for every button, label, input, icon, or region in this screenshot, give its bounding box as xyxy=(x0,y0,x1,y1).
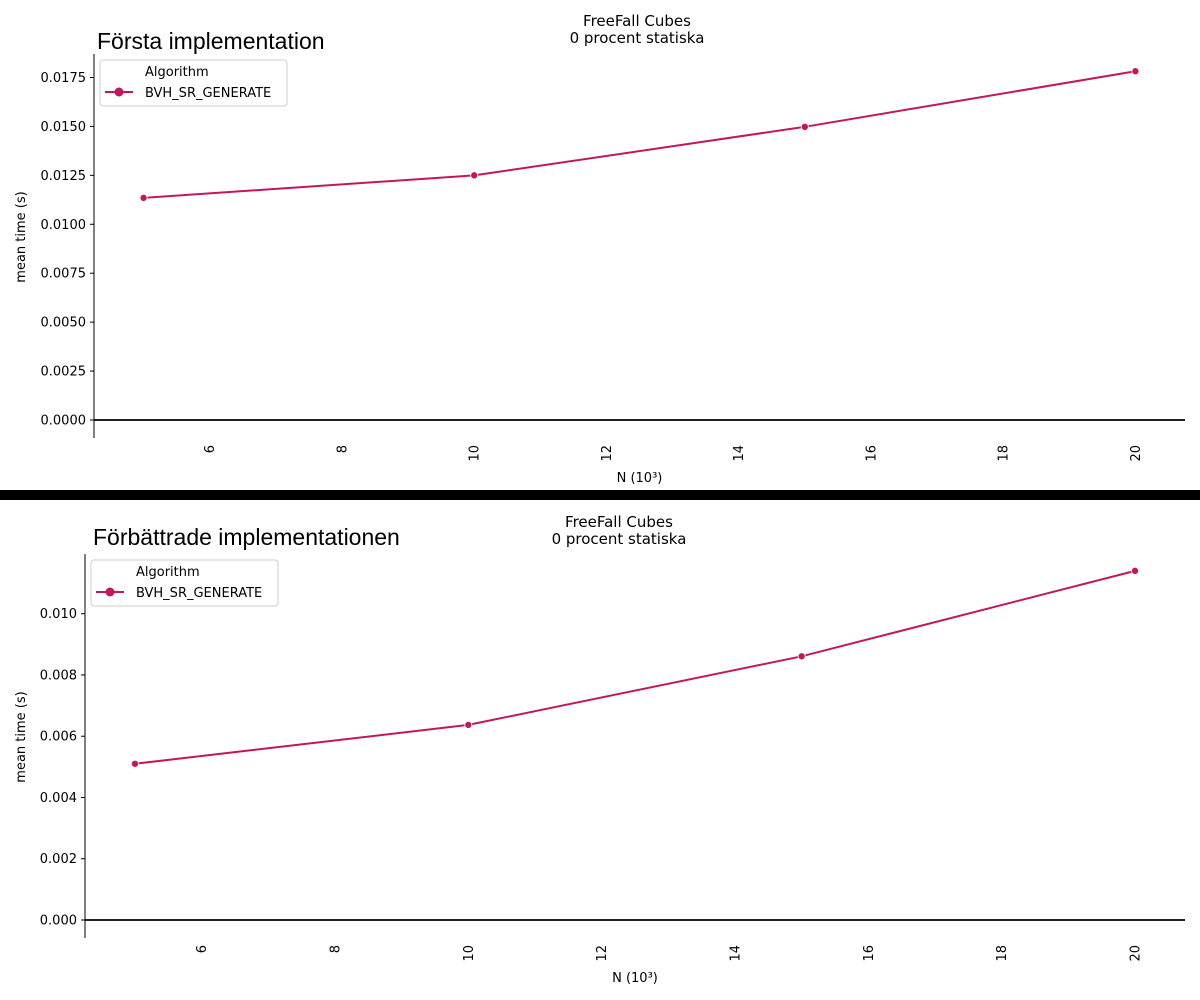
x-tick-label: 20 xyxy=(1129,945,1144,962)
x-tick-label: 16 xyxy=(862,945,877,962)
x-tick-label: 18 xyxy=(995,945,1010,962)
x-axis-label: N (10³) xyxy=(612,971,658,986)
legend-title: Algorithm xyxy=(136,565,200,580)
x-tick-label: 14 xyxy=(729,945,744,962)
chart-subtitle: 0 procent statiska xyxy=(570,29,705,47)
x-tick-label: 6 xyxy=(195,945,210,953)
data-point xyxy=(464,720,473,729)
legend-marker xyxy=(105,587,115,597)
x-axis-label: N (10³) xyxy=(617,471,663,486)
x-tick-label: 18 xyxy=(997,445,1012,462)
data-point xyxy=(1131,67,1140,76)
x-tick-label: 14 xyxy=(732,445,747,462)
chart-title: FreeFall Cubes xyxy=(565,513,673,531)
y-tick-label: 0.002 xyxy=(40,852,77,867)
legend-box xyxy=(99,59,288,107)
data-point xyxy=(130,759,139,768)
x-tick-label: 10 xyxy=(462,945,477,962)
panel-caption: Förbättrade implementationen xyxy=(93,524,400,550)
chart-panel-improved: Förbättrade implementationen FreeFall Cu… xyxy=(0,500,1200,1000)
x-tick-label: 8 xyxy=(335,445,350,453)
y-tick-label: 0.0050 xyxy=(41,316,87,331)
data-point xyxy=(1131,566,1140,575)
x-tick-label: 12 xyxy=(595,945,610,962)
y-tick-label: 0.0150 xyxy=(41,120,87,135)
x-tick-label: 20 xyxy=(1129,445,1144,462)
legend-entry: BVH_SR_GENERATE xyxy=(145,86,271,101)
data-point xyxy=(797,652,806,661)
y-tick-label: 0.006 xyxy=(40,730,77,745)
x-tick-label: 10 xyxy=(468,445,483,462)
y-tick-label: 0.008 xyxy=(40,668,77,683)
y-tick-label: 0.004 xyxy=(40,791,77,806)
x-tick-label: 8 xyxy=(329,945,344,953)
legend-title: Algorithm xyxy=(145,65,209,80)
legend-box xyxy=(90,559,279,607)
y-axis-label: mean time (s) xyxy=(14,191,29,282)
y-tick-label: 0.0025 xyxy=(41,365,87,380)
x-tick-label: 12 xyxy=(600,445,615,462)
y-tick-label: 0.0000 xyxy=(41,414,87,429)
legend-marker xyxy=(114,87,124,97)
chart-title: FreeFall Cubes xyxy=(583,12,691,30)
y-tick-label: 0.0125 xyxy=(41,169,87,184)
data-point xyxy=(800,122,809,131)
y-tick-label: 0.010 xyxy=(40,607,77,622)
series-line xyxy=(143,70,1136,199)
chart-panel-first: Första implementation FreeFall Cubes 0 pr… xyxy=(0,0,1200,490)
y-tick-label: 0.000 xyxy=(40,914,77,929)
data-point xyxy=(139,193,148,202)
y-axis-label: mean time (s) xyxy=(14,691,29,782)
y-tick-label: 0.0175 xyxy=(41,71,87,86)
y-tick-label: 0.0100 xyxy=(41,218,87,233)
chart-subtitle: 0 procent statiska xyxy=(552,530,687,548)
legend-entry: BVH_SR_GENERATE xyxy=(136,586,262,601)
panel-caption: Första implementation xyxy=(97,28,325,54)
y-tick-label: 0.0075 xyxy=(41,267,87,282)
x-tick-label: 16 xyxy=(864,445,879,462)
series-line xyxy=(134,569,1136,765)
panel-separator xyxy=(0,490,1200,500)
x-tick-label: 6 xyxy=(203,445,218,453)
data-point xyxy=(470,171,479,180)
